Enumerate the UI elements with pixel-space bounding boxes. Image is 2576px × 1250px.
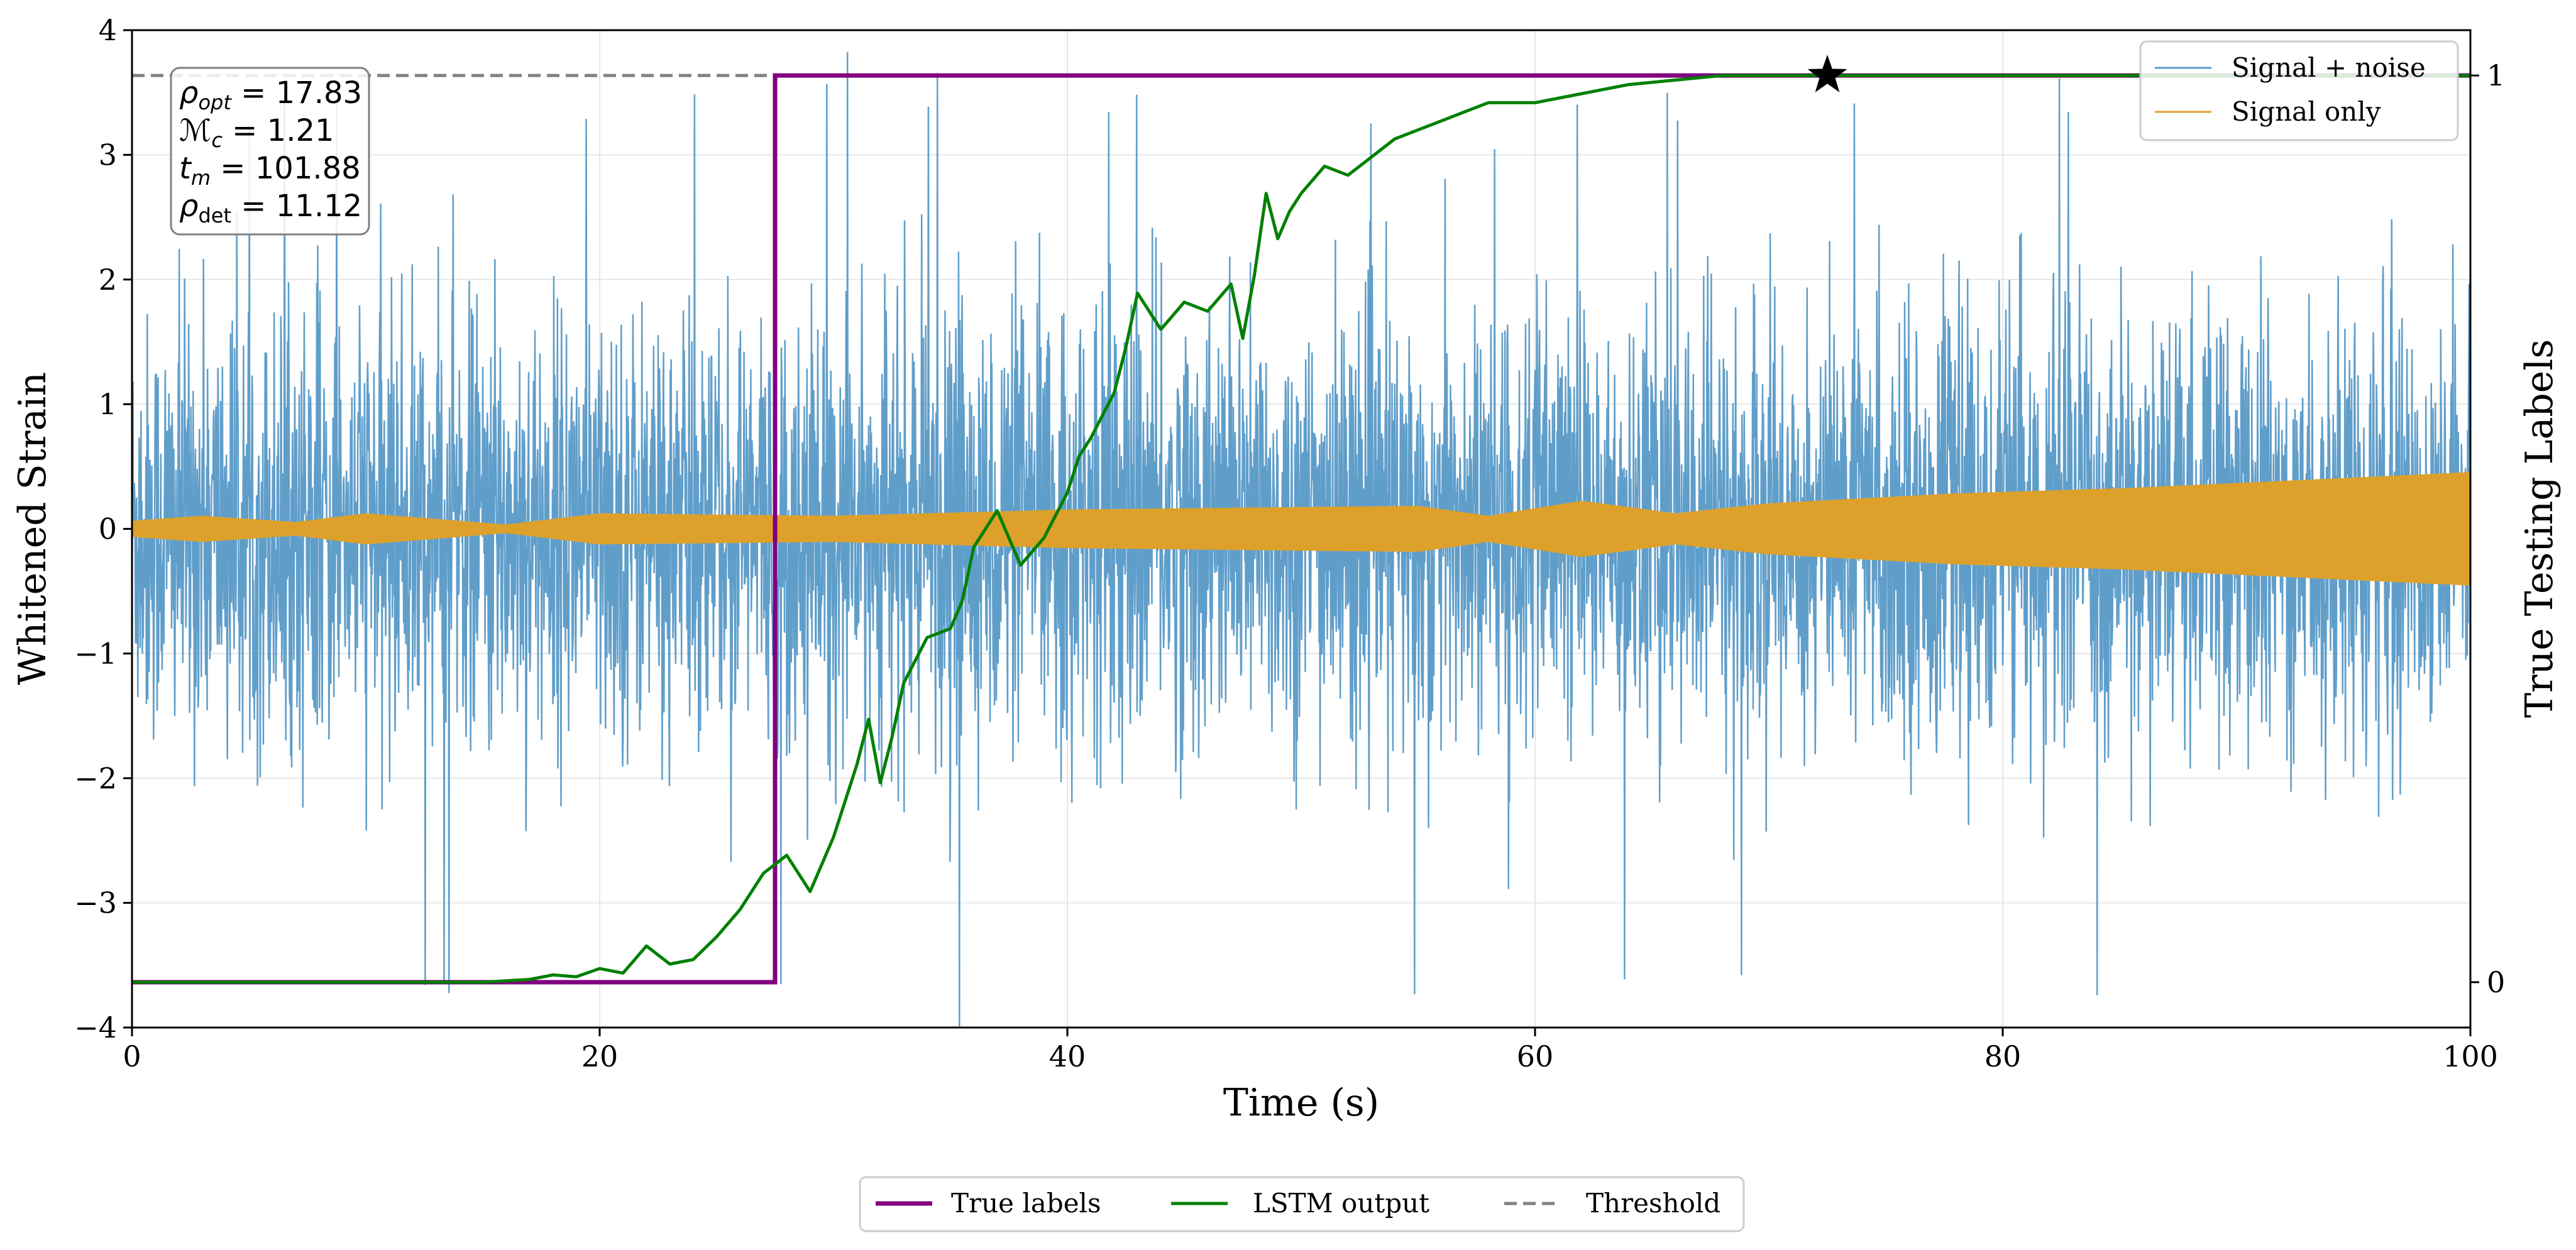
y2-tick-label: 1 <box>2487 58 2505 92</box>
legend-signal-only-label: Signal only <box>2232 96 2381 127</box>
merger-time-value: 101.88 <box>255 151 361 186</box>
parameter-annotation: ρopt = 17.83 ℳc = 1.21 tm = 101.88 ρdet … <box>170 67 370 236</box>
annotation-box <box>170 67 370 236</box>
plot-area <box>132 52 2470 1027</box>
x-tick-label: 0 <box>123 1039 141 1073</box>
x-tick-label: 60 <box>1517 1039 1554 1073</box>
legend-top-frame <box>2139 40 2459 141</box>
lstm-output-line <box>132 74 2470 984</box>
annotation-chirp-mass: ℳc = 1.21 <box>179 113 334 152</box>
annotation-merger-time: tm = 101.88 <box>179 151 361 190</box>
detection-star-marker <box>1807 55 1847 92</box>
legend-lstm-output-label: LSTM output <box>1253 1188 1429 1219</box>
legend-bottom: True labels LSTM output Threshold <box>859 1176 1745 1232</box>
legend-threshold-label: Threshold <box>1586 1188 1720 1219</box>
rho-opt-value: 17.83 <box>276 75 362 111</box>
legend-signal-noise-label: Signal + noise <box>2232 52 2426 83</box>
legend-bottom-frame <box>859 1176 1745 1232</box>
y2-axis-title: True Testing Labels <box>2518 339 2562 718</box>
y-axis-title: Whitened Strain <box>11 372 55 685</box>
legend-top: Signal + noise Signal only <box>2139 40 2459 141</box>
detection-marker-layer <box>1807 55 1847 92</box>
y-tick-label: 3 <box>99 138 117 172</box>
y-tick-label: 2 <box>99 263 117 297</box>
y-tick-label: −2 <box>74 761 117 795</box>
x-tick-label: 20 <box>581 1039 619 1073</box>
signal-only-band <box>132 472 2470 586</box>
legend-true-labels-label: True labels <box>951 1188 1101 1219</box>
x-tick-label: 100 <box>2443 1039 2498 1073</box>
y-tick-label: −1 <box>74 637 117 671</box>
x-tick-label: 40 <box>1049 1039 1086 1073</box>
y-tick-label: 4 <box>99 13 117 47</box>
y-tick-label: 0 <box>99 512 117 546</box>
chirp-mass-value: 1.21 <box>267 113 334 148</box>
x-tick-label: 80 <box>1984 1039 2022 1073</box>
annotation-rho-opt: ρopt = 17.83 <box>179 75 362 114</box>
annotation-rho-det: ρdet = 11.12 <box>179 189 362 228</box>
y-tick-label: −4 <box>74 1011 117 1044</box>
rho-det-value: 11.12 <box>276 189 362 224</box>
x-axis-title: Time (s) <box>1223 1081 1379 1125</box>
y-tick-label: −3 <box>74 886 117 920</box>
y2-tick-label: 0 <box>2487 965 2505 999</box>
y-tick-label: 1 <box>99 387 117 421</box>
